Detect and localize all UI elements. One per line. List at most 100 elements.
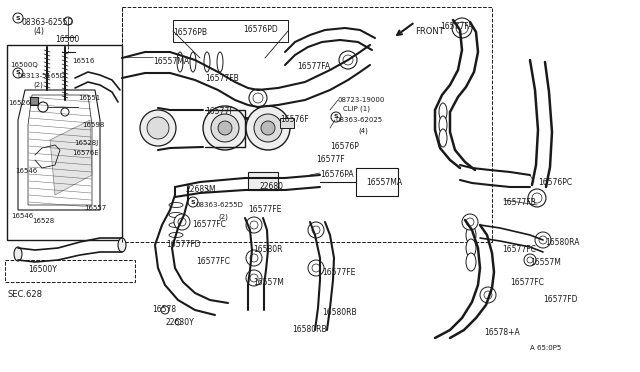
Circle shape [528, 189, 546, 207]
Bar [248, 172, 278, 190]
Text: 16576E: 16576E [72, 150, 99, 156]
Text: 08363-6255D: 08363-6255D [195, 202, 243, 208]
Text: 16528J: 16528J [74, 140, 99, 146]
Circle shape [174, 214, 190, 230]
Text: 16577FE: 16577FE [248, 205, 282, 214]
Text: 16598: 16598 [82, 122, 104, 128]
Circle shape [312, 226, 320, 234]
Circle shape [38, 102, 48, 112]
Text: S: S [333, 115, 339, 119]
Text: S: S [16, 16, 20, 20]
Text: 16557: 16557 [84, 205, 106, 211]
Circle shape [188, 197, 198, 207]
Text: 08363-62025: 08363-62025 [335, 117, 382, 123]
Text: 16580RB: 16580RB [322, 308, 356, 317]
Ellipse shape [169, 202, 183, 208]
Text: 16576P: 16576P [330, 142, 359, 151]
Bar [30, 97, 38, 105]
Bar [356, 168, 398, 196]
Text: 16580R: 16580R [253, 245, 282, 254]
Text: S: S [191, 199, 195, 205]
Text: 22630Y: 22630Y [165, 318, 194, 327]
Text: 16500Y: 16500Y [28, 265, 57, 274]
Text: 22680: 22680 [260, 182, 284, 191]
Circle shape [308, 222, 324, 238]
Ellipse shape [204, 52, 210, 72]
Circle shape [524, 254, 536, 266]
Text: SEC.628: SEC.628 [8, 290, 43, 299]
Polygon shape [50, 120, 92, 195]
Circle shape [218, 121, 232, 135]
Circle shape [466, 218, 474, 226]
Circle shape [480, 287, 496, 303]
Text: 16577FD: 16577FD [543, 295, 577, 304]
Circle shape [261, 121, 275, 135]
Circle shape [250, 274, 258, 282]
Circle shape [246, 217, 262, 233]
Text: 16500Q: 16500Q [10, 62, 38, 68]
Text: 16557MA: 16557MA [366, 178, 402, 187]
Text: 16577FA: 16577FA [440, 22, 473, 31]
Text: 16577FC: 16577FC [502, 245, 536, 254]
Circle shape [484, 291, 492, 299]
Ellipse shape [466, 239, 476, 257]
Circle shape [13, 68, 23, 78]
Text: 16580RB: 16580RB [292, 325, 326, 334]
Ellipse shape [14, 247, 22, 261]
Circle shape [250, 254, 258, 262]
Circle shape [339, 51, 357, 69]
Circle shape [203, 106, 247, 150]
Text: 16576PD: 16576PD [243, 25, 278, 34]
Text: 16516: 16516 [72, 58, 94, 64]
Text: 16577FD: 16577FD [166, 240, 200, 249]
Circle shape [312, 264, 320, 272]
Text: 16577FA: 16577FA [297, 62, 330, 71]
Circle shape [161, 306, 169, 314]
Circle shape [246, 106, 290, 150]
Text: (4): (4) [358, 127, 368, 134]
Circle shape [254, 114, 282, 142]
Ellipse shape [177, 52, 183, 72]
Circle shape [246, 250, 262, 266]
Text: 16580RA: 16580RA [545, 238, 579, 247]
Ellipse shape [439, 129, 447, 147]
Text: 16577FE: 16577FE [322, 268, 355, 277]
Text: (2): (2) [218, 213, 228, 219]
Bar [280, 118, 294, 128]
Ellipse shape [169, 212, 183, 218]
Circle shape [308, 260, 324, 276]
Text: 16576PA: 16576PA [320, 170, 354, 179]
Ellipse shape [466, 226, 476, 244]
Bar [173, 20, 288, 42]
Text: 16500: 16500 [55, 35, 79, 44]
Text: 16577FC: 16577FC [510, 278, 544, 287]
Circle shape [61, 108, 69, 116]
Text: 16557M: 16557M [253, 278, 284, 287]
Ellipse shape [217, 52, 223, 72]
Circle shape [140, 110, 176, 146]
Text: 16576F: 16576F [280, 115, 308, 124]
Text: 16577F: 16577F [205, 107, 234, 116]
Text: 16576PB: 16576PB [173, 28, 207, 37]
Text: 16578+A: 16578+A [484, 328, 520, 337]
Circle shape [147, 117, 169, 139]
Text: S: S [16, 71, 20, 76]
Text: (4): (4) [33, 27, 44, 36]
Ellipse shape [169, 222, 183, 228]
Text: 16551: 16551 [78, 95, 100, 101]
Circle shape [462, 214, 478, 230]
Text: 16576PC: 16576PC [538, 178, 572, 187]
Text: 16577F: 16577F [316, 155, 344, 164]
Circle shape [527, 257, 533, 263]
Circle shape [456, 22, 468, 34]
Text: A 65:0P5: A 65:0P5 [530, 345, 561, 351]
Text: 16546: 16546 [15, 168, 37, 174]
Circle shape [539, 236, 547, 244]
Text: 08363-6255D: 08363-6255D [22, 18, 74, 27]
Text: 16577FB: 16577FB [502, 198, 536, 207]
Circle shape [64, 17, 72, 25]
Text: 16577FB: 16577FB [205, 74, 239, 83]
Ellipse shape [439, 116, 447, 134]
Circle shape [178, 218, 186, 226]
Bar [5, 260, 135, 282]
